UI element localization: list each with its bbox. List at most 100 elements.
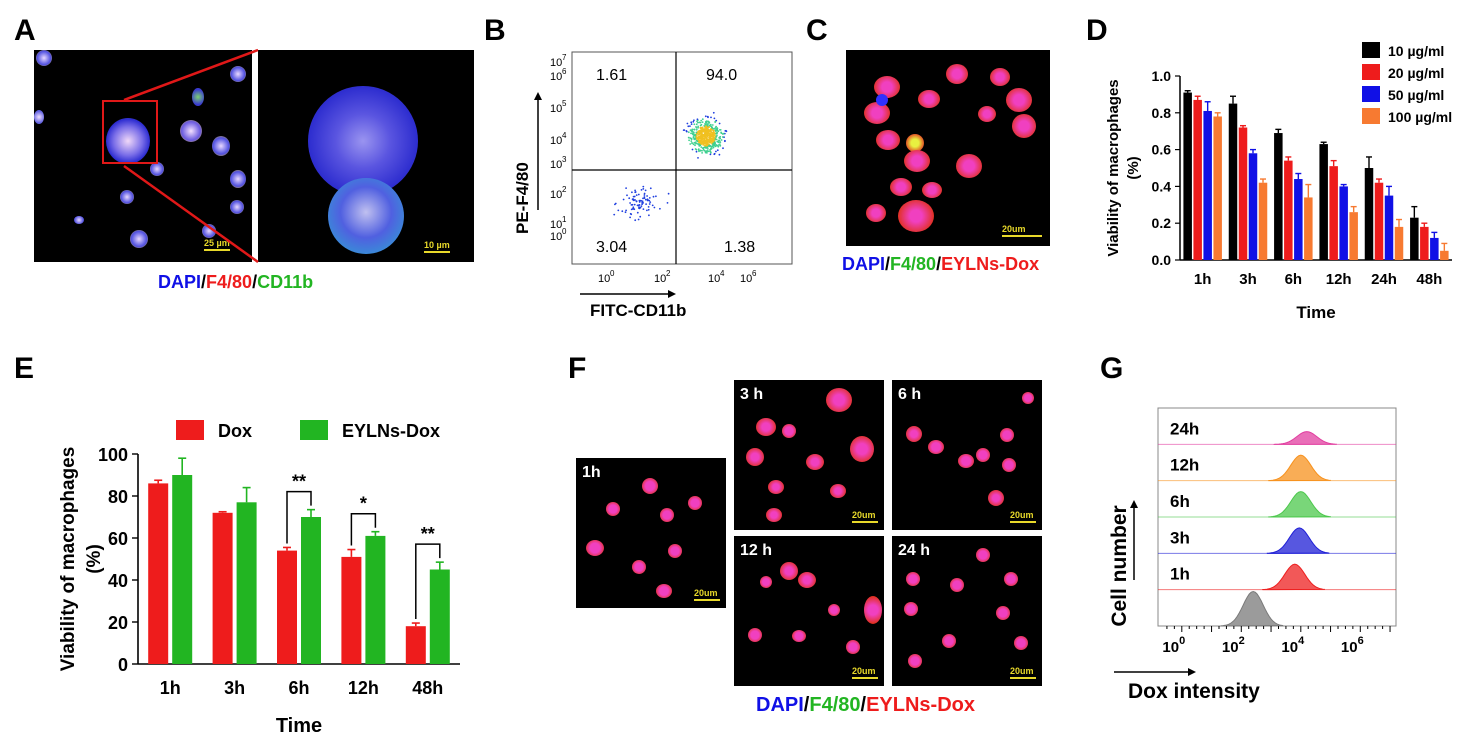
quadrant-ll: 3.04 [596,239,627,256]
chart-g-x-arrowhead [1188,668,1196,676]
svg-text:2: 2 [562,185,567,194]
chart-e-category-label: 6h [288,678,309,698]
chart-e-significance-label: ** [292,472,306,492]
chart-d-bar [1228,103,1238,260]
panel-f-tile-1h: 1h 20um [576,458,726,608]
chart-d-bar [1339,186,1348,260]
chart-d-ytick-label: 1.0 [1152,68,1172,84]
svg-text:10: 10 [550,103,562,115]
panel-b-ylabel: PE-F4/80 [513,162,532,234]
chart-d-bar [1430,237,1439,260]
chart-e-significance-label: ** [421,524,435,544]
chart-e-category-label: 48h [412,678,443,698]
svg-text:4: 4 [562,131,567,140]
chart-g-xtick-label: 106 [1341,635,1364,656]
chart-e-bar [341,556,362,664]
panel-f-tile-6h: 6 h 20um [892,380,1042,530]
panel-a-zoom-connector [123,48,259,264]
chart-g-histogram [1262,563,1325,591]
panel-f-scale-6h: 20um [1010,510,1036,523]
svg-text:10: 10 [708,273,720,285]
chart-g-histogram [1220,590,1284,627]
svg-text:10: 10 [654,273,666,285]
panel-b-flow-plot: 1.61 94.0 3.04 1.38 10 7 10 6 10 5 10 4 10 3 … [513,51,793,320]
chart-d-bar [1274,133,1283,260]
chart-g-histogram [1273,431,1337,445]
svg-text:10: 10 [550,135,562,147]
svg-text:0: 0 [610,269,615,278]
chart-e-xlabel: Time [276,715,322,737]
chart-e-ytick-label: 60 [108,529,128,549]
chart-d-legend-swatch [1362,108,1380,124]
chart-d-bar [1364,168,1374,260]
chart-d-bar [1284,160,1293,260]
panel-f-tile-24h: 24 h 20um [892,536,1042,686]
chart-d-ytick-label: 0.4 [1152,178,1172,194]
chart-d-bar [1258,182,1268,260]
chart-d-bar [1213,116,1222,260]
chart-e-bar [405,626,426,664]
chart-e-significance-bracket [415,543,441,620]
panel-f-scale-3h: 20um [852,510,878,523]
chart-g-track-label: 1h [1170,565,1190,584]
svg-text:10: 10 [550,71,562,83]
chart-d-ytick-label: 0.6 [1152,142,1172,158]
chart-g-track-label: 6h [1170,492,1190,511]
panel-a-zoom-image: 10 µm [258,50,474,262]
chart-g-histogram [1268,491,1331,518]
chart-e-bar [365,535,386,664]
chart-g-xtick-label: 104 [1281,635,1305,656]
chart-g-xlabel: Dox intensity [1128,680,1260,703]
chart-e-bar [172,475,193,664]
svg-text:1: 1 [562,215,567,224]
panel-a-overview-image: 25 µm [34,50,252,262]
chart-d-legend-label: 100 µg/ml [1388,109,1452,125]
chart-d-bar [1374,182,1384,260]
chart-d-legend-label: 10 µg/ml [1388,43,1444,59]
svg-text:10: 10 [740,273,752,285]
chart-d-legend-label: 20 µg/ml [1388,65,1444,81]
chart-d-bar [1410,217,1419,260]
chart-e-category-label: 12h [348,678,379,698]
svg-text:3: 3 [562,155,567,164]
chart-e-bar [277,550,297,664]
chart-e-significance-bracket [286,490,312,544]
panel-b-xlabel: FITC-CD11b [590,301,686,320]
svg-text:6: 6 [562,67,567,76]
chart-e-ytick-label: 0 [118,655,128,675]
chart-d-bar [1420,226,1429,260]
chart-g-track-label: 12h [1170,456,1199,475]
chart-e-bar [301,517,321,664]
chart-d-category-label: 12h [1326,271,1352,288]
chart-d-bar [1394,226,1404,260]
chart-d-legend-swatch [1362,64,1380,80]
panel-c-image: 20um [846,50,1050,246]
panel-b-y-ticks: 10 7 10 6 10 5 10 4 10 3 10 2 10 1 10 0 [550,53,567,243]
chart-g-histogram [1266,527,1330,554]
panel-label-e: E [14,352,35,385]
panel-label-g: G [1100,352,1124,385]
svg-text:5: 5 [562,99,567,108]
chart-d-ylabel: Viability of macrophages (%) [1105,79,1142,256]
panel-label-b: B [484,14,506,47]
chart-d-bar [1193,99,1202,260]
panel-f-tile-3h: 3 h 20um [734,380,884,530]
chart-e-category-label: 3h [224,678,245,698]
panel-label-a: A [14,14,36,47]
svg-text:2: 2 [666,269,671,278]
chart-d-category-label: 3h [1239,271,1257,288]
chart-d-bar [1440,250,1449,260]
chart-e-category-label: 1h [160,678,181,698]
chart-d-legend-swatch [1362,86,1380,102]
chart-e-significance-label: * [360,494,367,514]
chart-e-bar [429,569,450,664]
chart-d-bar [1319,144,1328,260]
chart-d-bar [1349,212,1358,260]
chart-d-legend-swatch [1362,42,1380,58]
chart-e-significance-bracket [350,512,377,546]
chart-d-bar [1248,153,1258,260]
panel-b-x-ticks: 10 0 10 2 10 4 10 6 [598,269,757,285]
chart-e-ytick-label: 20 [108,613,128,633]
chart-g-track-label: 24h [1170,419,1199,438]
